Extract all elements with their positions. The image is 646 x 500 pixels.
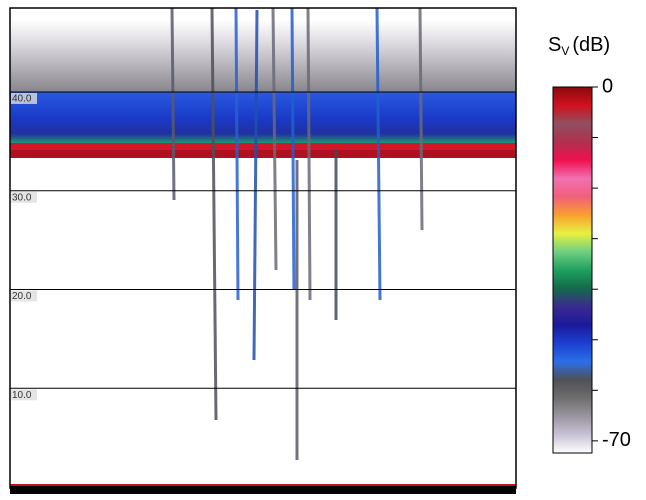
y-tick-label: 20.0: [12, 291, 32, 302]
colorbar: [552, 86, 593, 454]
y-tick-label: 30.0: [12, 192, 32, 203]
colorbar-title: SV (dB): [548, 34, 610, 58]
tick-label-bg: [11, 92, 37, 104]
colorbar-tick-label: 0: [602, 75, 613, 97]
y-tick-label: 40.0: [12, 94, 32, 105]
tick-label-bg: [11, 389, 37, 401]
tick-label-bg: [11, 191, 37, 203]
colorbar-gradient: [552, 86, 593, 454]
tick-label-bg: [11, 290, 37, 302]
y-tick-label: 10.0: [12, 390, 32, 401]
colorbar-tick-label: -70: [602, 429, 631, 451]
echogram-image: [9, 7, 517, 494]
